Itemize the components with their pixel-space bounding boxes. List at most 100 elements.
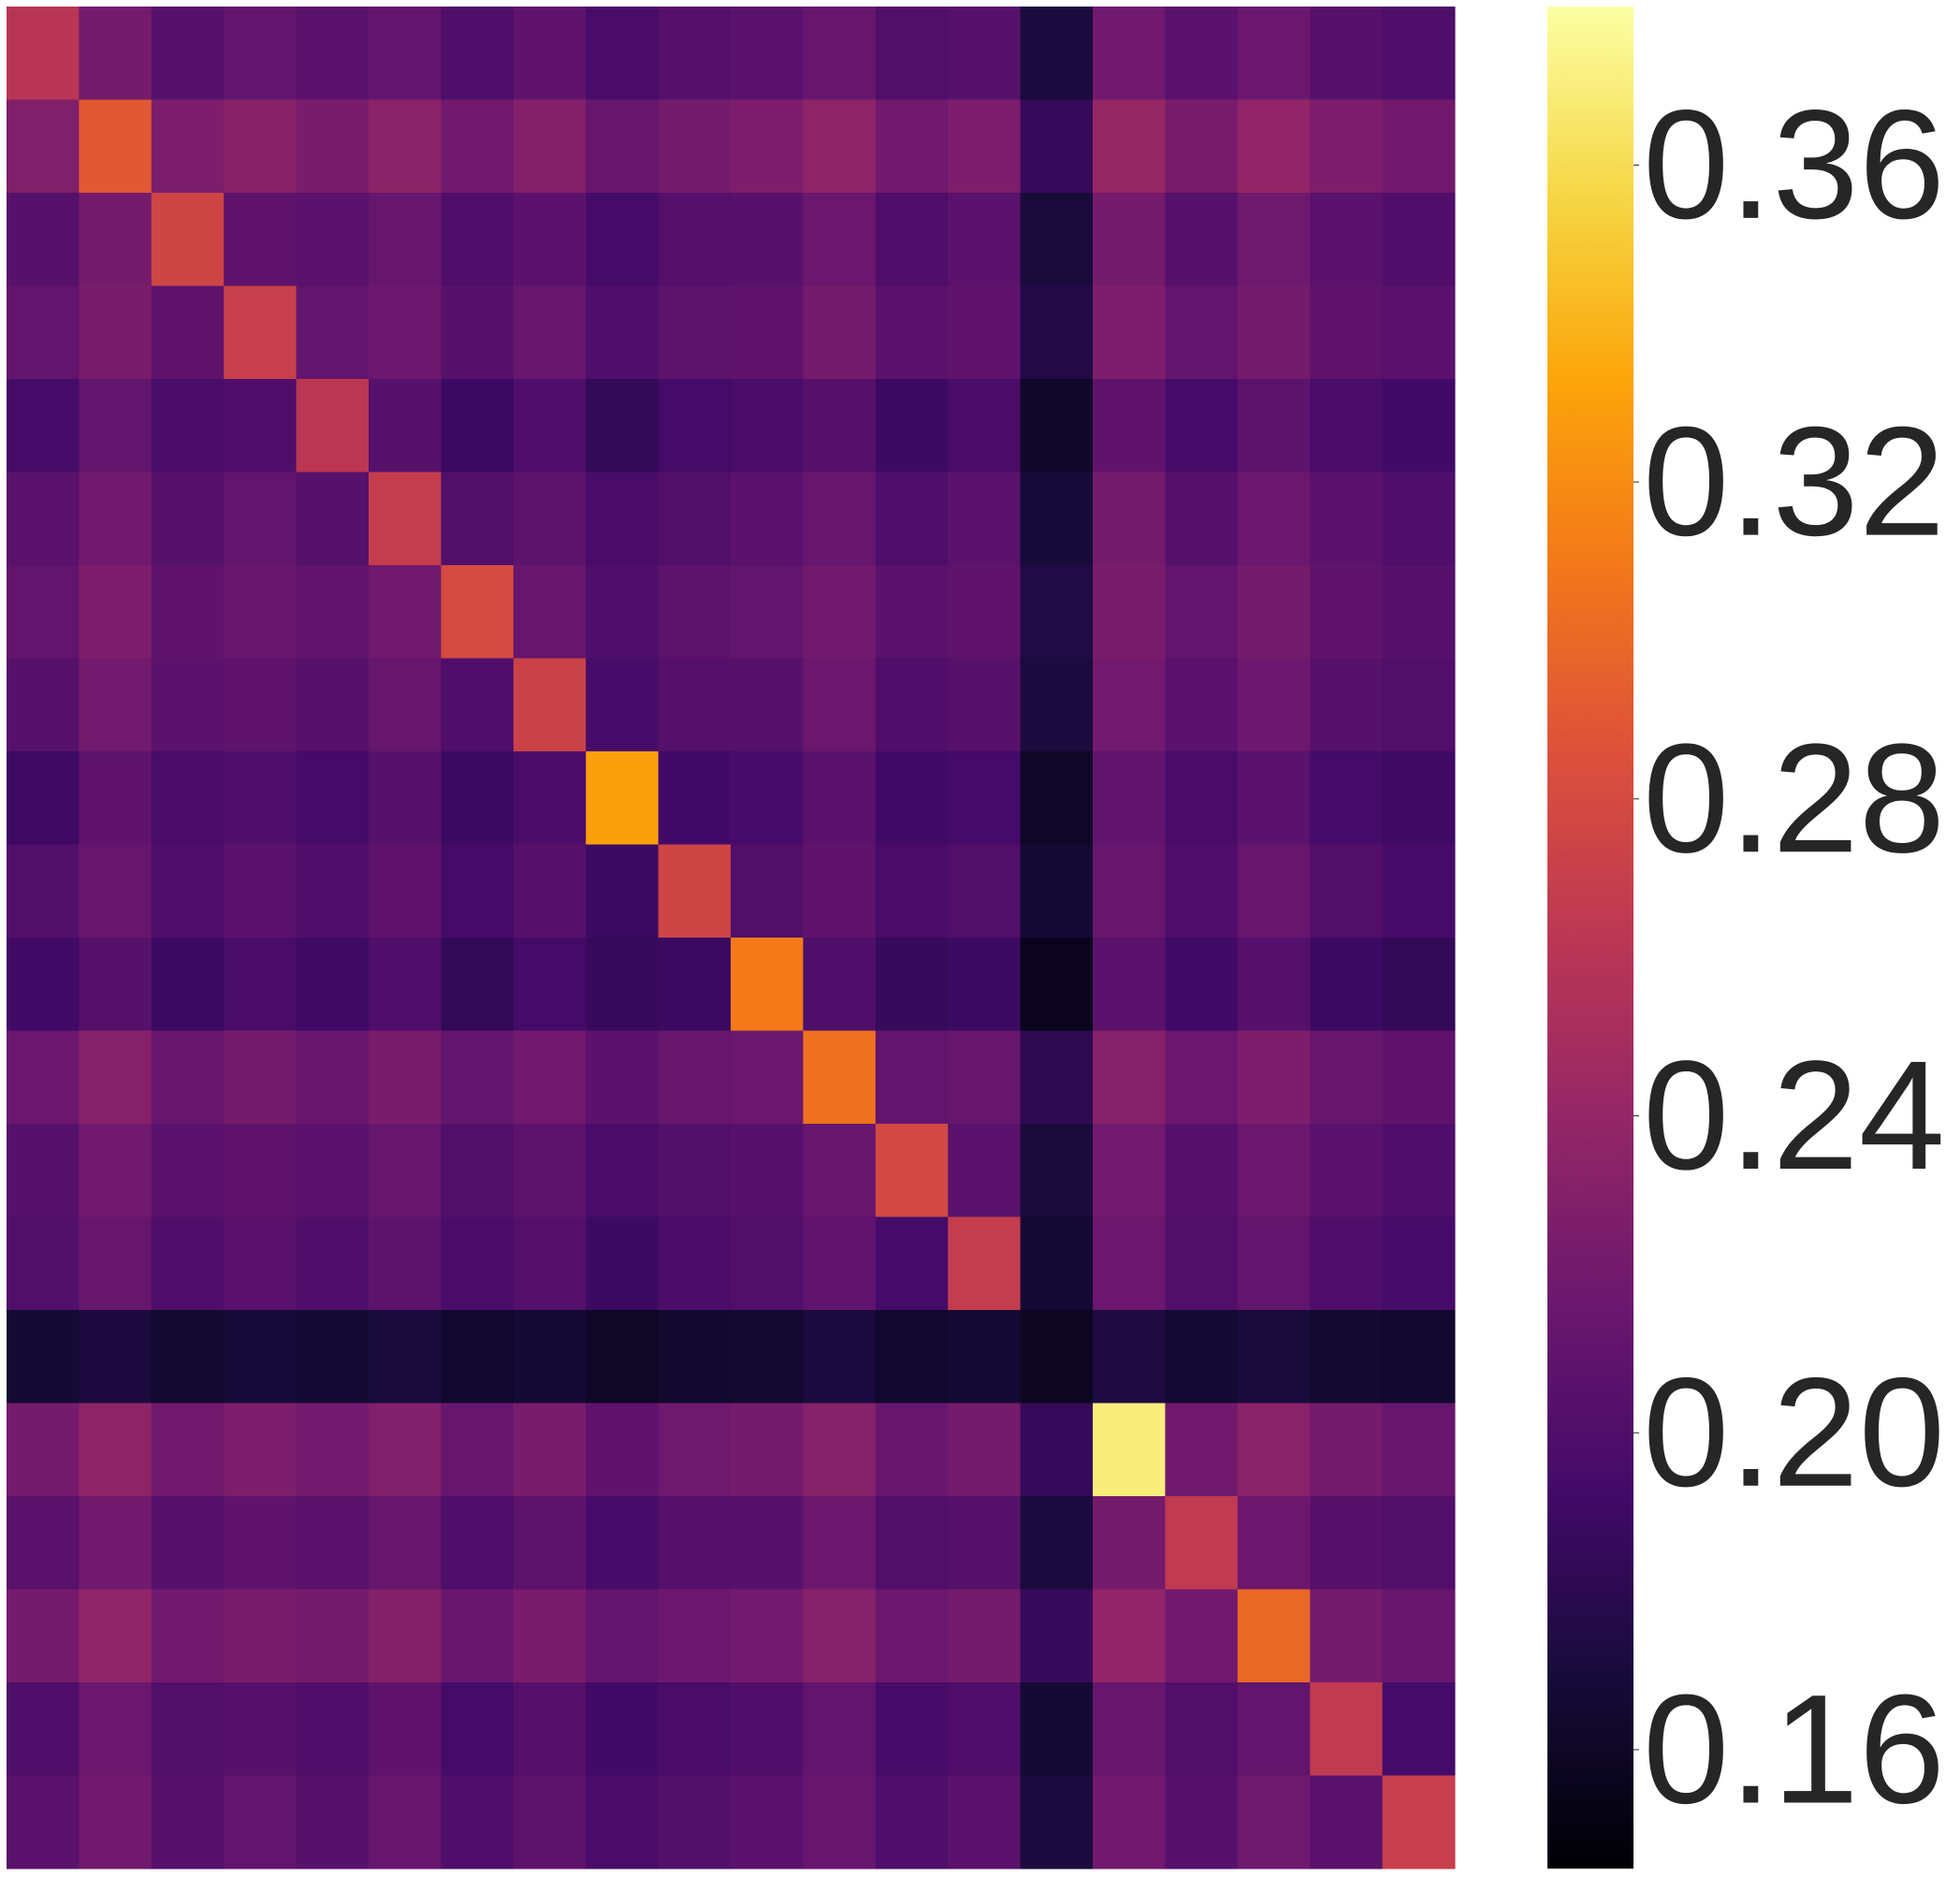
heatmap-cell — [441, 472, 515, 566]
heatmap-cell — [224, 285, 298, 380]
heatmap-cell — [658, 658, 732, 752]
heatmap-cell — [441, 285, 515, 380]
heatmap-cell — [1020, 285, 1094, 380]
heatmap-cell — [875, 1216, 949, 1311]
heatmap-cell — [7, 565, 80, 659]
heatmap-cell — [1020, 1682, 1094, 1776]
heatmap-cell — [369, 658, 442, 752]
heatmap-cell — [948, 1589, 1022, 1683]
heatmap — [7, 7, 1456, 1870]
heatmap-cell — [1237, 7, 1311, 100]
heatmap-cell — [224, 99, 298, 194]
heatmap-cell — [875, 472, 949, 566]
heatmap-cell — [1310, 1589, 1384, 1683]
heatmap-cell — [875, 938, 949, 1031]
heatmap-cell — [1382, 285, 1456, 380]
colorbar-tick-label: 0.24 — [1643, 1029, 1945, 1202]
heatmap-cell — [1237, 1124, 1311, 1217]
heatmap-cell — [586, 844, 660, 938]
heatmap-cell — [875, 379, 949, 473]
heatmap-cell — [441, 1682, 515, 1776]
heatmap-cell — [948, 938, 1022, 1031]
heatmap-cell — [731, 1775, 804, 1870]
heatmap-cell — [296, 1589, 370, 1683]
heatmap-cell — [369, 379, 442, 473]
heatmap-cell — [586, 1496, 660, 1590]
heatmap-cell — [7, 472, 80, 566]
heatmap-cell — [151, 1216, 225, 1311]
heatmap-cell — [1093, 7, 1166, 100]
heatmap-cell — [369, 1496, 442, 1590]
heatmap-cell — [1310, 1030, 1384, 1125]
heatmap-cell — [1093, 844, 1166, 938]
heatmap-cell — [7, 938, 80, 1031]
heatmap-cell — [875, 285, 949, 380]
heatmap-cell — [224, 658, 298, 752]
heatmap-cell — [803, 1403, 877, 1497]
heatmap-cell — [151, 99, 225, 194]
heatmap-cell — [948, 7, 1022, 100]
heatmap-cell — [1382, 1124, 1456, 1217]
heatmap-cell — [1382, 7, 1456, 100]
heatmap-cell — [731, 1124, 804, 1217]
heatmap-cell — [1165, 193, 1239, 286]
heatmap-cell — [224, 1216, 298, 1311]
heatmap-cell — [1310, 1310, 1384, 1404]
heatmap-cell — [731, 193, 804, 286]
heatmap-cell — [224, 938, 298, 1031]
heatmap-cell — [513, 1682, 587, 1776]
heatmap-cell — [948, 1124, 1022, 1217]
heatmap-cell — [151, 472, 225, 566]
heatmap-cell — [513, 1775, 587, 1870]
heatmap-cell — [875, 7, 949, 100]
heatmap-cell — [948, 379, 1022, 473]
heatmap-cell — [803, 1775, 877, 1870]
heatmap-cell — [79, 472, 152, 566]
heatmap-cell — [586, 1403, 660, 1497]
heatmap-cell — [1382, 1030, 1456, 1125]
heatmap-cell — [803, 565, 877, 659]
heatmap-cell — [79, 285, 152, 380]
heatmap-cell — [658, 1216, 732, 1311]
heatmap-cell — [731, 1216, 804, 1311]
heatmap-cell — [1093, 1030, 1166, 1125]
heatmap-cell — [296, 1216, 370, 1311]
heatmap-cell — [296, 1775, 370, 1870]
heatmap-cell — [1020, 1775, 1094, 1870]
heatmap-cell — [369, 472, 442, 566]
heatmap-cell — [79, 1496, 152, 1590]
heatmap-cell — [441, 1310, 515, 1404]
heatmap-cell — [1382, 1403, 1456, 1497]
heatmap-cell — [731, 7, 804, 100]
heatmap-cell — [79, 658, 152, 752]
heatmap-cell — [7, 1496, 80, 1590]
heatmap-cell — [1382, 565, 1456, 659]
heatmap-cell — [151, 1682, 225, 1776]
heatmap-cell — [513, 938, 587, 1031]
colorbar-tick-label: 0.32 — [1643, 396, 1945, 569]
heatmap-cell — [948, 285, 1022, 380]
heatmap-cell — [875, 565, 949, 659]
heatmap-cell — [1020, 379, 1094, 473]
heatmap-cell — [513, 379, 587, 473]
heatmap-cell — [731, 658, 804, 752]
heatmap-cell — [658, 1310, 732, 1404]
heatmap-cell — [369, 565, 442, 659]
heatmap-cell — [731, 565, 804, 659]
heatmap-cell — [441, 1124, 515, 1217]
heatmap-cell — [1310, 751, 1384, 845]
heatmap-cell — [658, 844, 732, 938]
heatmap-cell — [1165, 1030, 1239, 1125]
heatmap-cell — [948, 1496, 1022, 1590]
heatmap-cell — [875, 99, 949, 194]
heatmap-cell — [586, 7, 660, 100]
heatmap-cell — [658, 285, 732, 380]
heatmap-cell — [79, 1030, 152, 1125]
heatmap-cell — [151, 1403, 225, 1497]
heatmap-cell — [1310, 1124, 1384, 1217]
heatmap-cell — [731, 99, 804, 194]
heatmap-cell — [875, 1403, 949, 1497]
heatmap-cell — [151, 751, 225, 845]
heatmap-cell — [948, 472, 1022, 566]
heatmap-cell — [151, 1310, 225, 1404]
